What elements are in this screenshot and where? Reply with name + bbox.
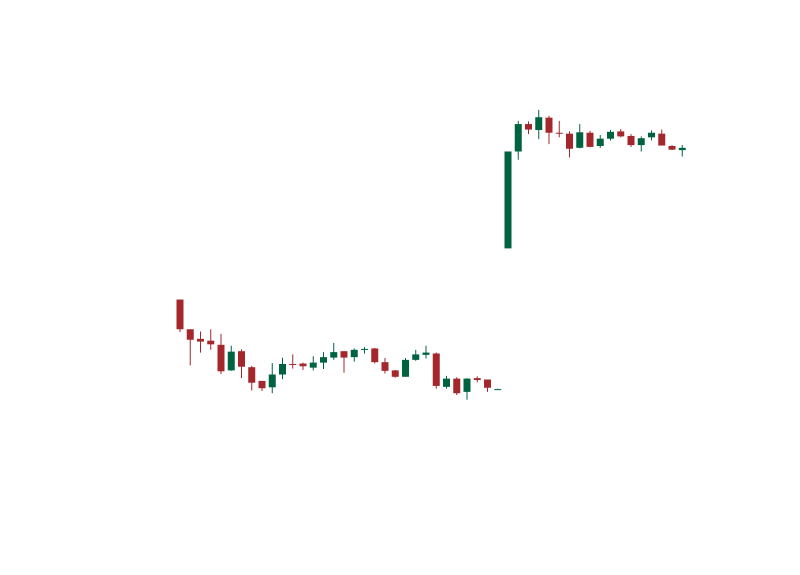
candle-body-2 bbox=[197, 338, 204, 342]
candle-body-8 bbox=[258, 380, 266, 389]
candle-body-37 bbox=[555, 132, 563, 134]
candle-body-26 bbox=[443, 378, 450, 387]
candle-body-47 bbox=[658, 133, 666, 146]
candle-body-20 bbox=[381, 362, 389, 371]
candle-body-42 bbox=[607, 131, 614, 139]
candle-body-40 bbox=[586, 132, 594, 147]
candle-body-28 bbox=[463, 378, 471, 392]
candle-body-44 bbox=[627, 135, 635, 146]
candle-body-12 bbox=[299, 363, 307, 367]
candle-body-3 bbox=[207, 340, 215, 345]
candle-body-32 bbox=[504, 151, 512, 249]
candle-body-13 bbox=[309, 362, 317, 368]
candle-body-23 bbox=[412, 354, 420, 360]
candle-body-10 bbox=[279, 363, 286, 375]
candle-body-46 bbox=[648, 132, 655, 138]
candle-body-1 bbox=[186, 329, 194, 340]
candle-body-38 bbox=[566, 133, 573, 149]
candle-body-4 bbox=[217, 344, 225, 372]
candle-body-18 bbox=[361, 348, 368, 350]
candle-body-25 bbox=[432, 353, 440, 386]
candle-body-9 bbox=[268, 374, 276, 388]
candle-body-15 bbox=[330, 352, 338, 358]
candle-body-0 bbox=[176, 299, 184, 330]
candle-body-49 bbox=[678, 147, 686, 151]
candle-body-48 bbox=[668, 146, 676, 150]
candle-body-17 bbox=[350, 349, 358, 358]
candle-body-36 bbox=[545, 117, 553, 133]
candle-body-43 bbox=[617, 131, 625, 137]
candles-group bbox=[176, 109, 686, 400]
candle-body-21 bbox=[391, 370, 399, 377]
candle-body-27 bbox=[453, 378, 461, 394]
candle-body-35 bbox=[535, 117, 543, 131]
candle-body-41 bbox=[596, 138, 604, 147]
candle-body-14 bbox=[320, 357, 327, 363]
candle-body-11 bbox=[289, 363, 297, 365]
candle-body-45 bbox=[637, 138, 645, 146]
candle-body-16 bbox=[340, 351, 348, 358]
candle-body-31 bbox=[494, 389, 502, 391]
candle-body-24 bbox=[422, 352, 430, 355]
candle-body-5 bbox=[227, 351, 235, 371]
candle-body-30 bbox=[484, 379, 491, 388]
candle-body-33 bbox=[514, 124, 522, 152]
candle-body-19 bbox=[371, 348, 379, 363]
candle-body-7 bbox=[248, 367, 256, 383]
candle-body-34 bbox=[525, 124, 532, 130]
candle-body-29 bbox=[473, 378, 481, 380]
candle-body-39 bbox=[576, 132, 584, 148]
candle-body-22 bbox=[402, 359, 409, 377]
candle-body-6 bbox=[238, 351, 245, 367]
